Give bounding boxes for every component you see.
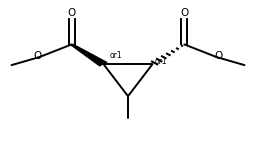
Polygon shape	[70, 44, 108, 67]
Text: or1: or1	[155, 57, 167, 66]
Text: or1: or1	[110, 51, 123, 60]
Text: O: O	[34, 51, 42, 61]
Text: O: O	[214, 51, 222, 61]
Text: O: O	[180, 8, 188, 18]
Text: O: O	[68, 8, 76, 18]
